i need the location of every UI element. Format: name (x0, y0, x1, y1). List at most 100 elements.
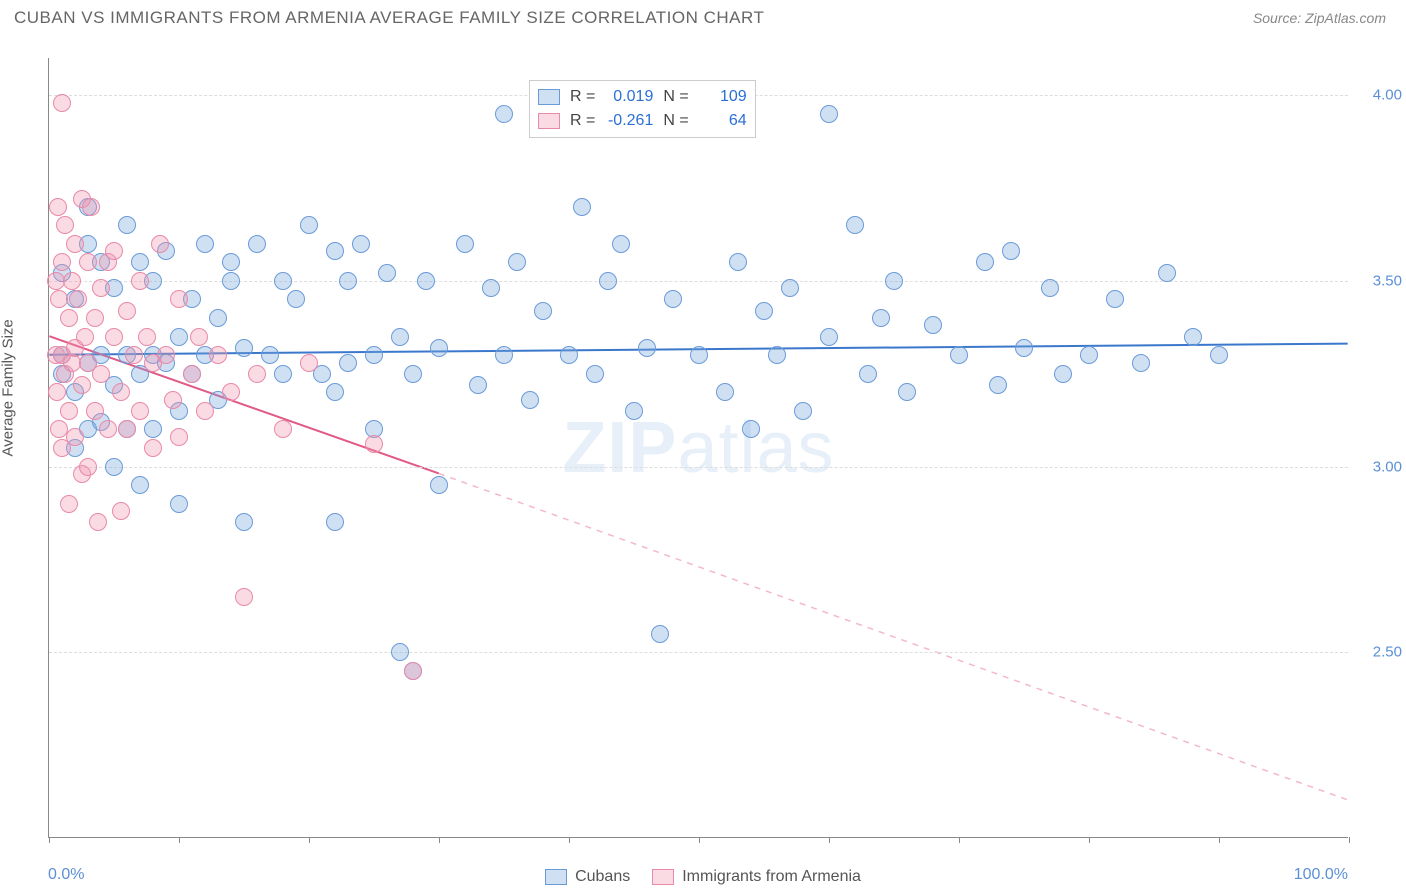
data-point (638, 339, 656, 357)
data-point (92, 279, 110, 297)
data-point (664, 290, 682, 308)
data-point (125, 346, 143, 364)
data-point (99, 420, 117, 438)
x-tick (179, 837, 180, 843)
data-point (151, 235, 169, 253)
data-point (924, 316, 942, 334)
legend-item-cubans: Cubans (545, 868, 630, 886)
data-point (170, 495, 188, 513)
data-point (47, 272, 65, 290)
data-point (196, 235, 214, 253)
data-point (872, 309, 890, 327)
data-point (391, 328, 409, 346)
data-point (56, 216, 74, 234)
data-point (209, 309, 227, 327)
n-label: N = (663, 88, 688, 106)
data-point (89, 513, 107, 531)
data-point (170, 328, 188, 346)
x-tick (829, 837, 830, 843)
data-point (482, 279, 500, 297)
data-point (144, 439, 162, 457)
data-point (82, 198, 100, 216)
n-value: 64 (699, 112, 747, 130)
stats-row: R =-0.261N =64 (538, 109, 747, 133)
data-point (274, 272, 292, 290)
data-point (118, 420, 136, 438)
data-point (105, 458, 123, 476)
data-point (690, 346, 708, 364)
data-point (86, 402, 104, 420)
data-point (222, 383, 240, 401)
stats-swatch (538, 113, 560, 129)
data-point (898, 383, 916, 401)
data-point (508, 253, 526, 271)
r-value: 0.019 (605, 88, 653, 106)
r-value: -0.261 (605, 112, 653, 130)
data-point (66, 428, 84, 446)
data-point (989, 376, 1007, 394)
data-point (352, 235, 370, 253)
data-point (131, 272, 149, 290)
data-point (950, 346, 968, 364)
data-point (456, 235, 474, 253)
stats-legend: R =0.019N =109R =-0.261N =64 (529, 80, 756, 138)
data-point (430, 476, 448, 494)
data-point (50, 290, 68, 308)
n-value: 109 (699, 88, 747, 106)
x-tick (49, 837, 50, 843)
data-point (1158, 264, 1176, 282)
x-tick (699, 837, 700, 843)
x-tick (1089, 837, 1090, 843)
x-tick (1219, 837, 1220, 843)
data-point (495, 346, 513, 364)
data-point (430, 339, 448, 357)
data-point (274, 365, 292, 383)
y-tick-label: 4.00 (1352, 87, 1402, 104)
data-point (768, 346, 786, 364)
data-point (339, 354, 357, 372)
legend-swatch-pink (652, 869, 674, 885)
data-point (1002, 242, 1020, 260)
data-point (131, 476, 149, 494)
data-point (365, 346, 383, 364)
data-point (66, 235, 84, 253)
data-point (144, 420, 162, 438)
data-point (469, 376, 487, 394)
data-point (794, 402, 812, 420)
data-point (742, 420, 760, 438)
data-point (404, 365, 422, 383)
data-point (261, 346, 279, 364)
y-tick-label: 3.50 (1352, 272, 1402, 289)
data-point (183, 365, 201, 383)
data-point (521, 391, 539, 409)
data-point (196, 402, 214, 420)
chart-container: Average Family Size ZIPatlas 2.503.003.5… (0, 38, 1406, 892)
data-point (170, 428, 188, 446)
bottom-legend: Cubans Immigrants from Armenia (0, 868, 1406, 886)
plot-area: ZIPatlas 2.503.003.504.00R =0.019N =109R… (48, 58, 1348, 838)
data-point (1184, 328, 1202, 346)
x-tick (309, 837, 310, 843)
data-point (404, 662, 422, 680)
data-point (391, 643, 409, 661)
y-axis-label: Average Family Size (0, 319, 17, 456)
data-point (573, 198, 591, 216)
data-point (339, 272, 357, 290)
data-point (63, 272, 81, 290)
legend-swatch-blue (545, 869, 567, 885)
data-point (112, 383, 130, 401)
data-point (53, 94, 71, 112)
data-point (846, 216, 864, 234)
data-point (76, 328, 94, 346)
data-point (48, 383, 66, 401)
data-point (1080, 346, 1098, 364)
data-point (105, 242, 123, 260)
data-point (190, 328, 208, 346)
chart-title: CUBAN VS IMMIGRANTS FROM ARMENIA AVERAGE… (14, 8, 764, 28)
data-point (1054, 365, 1072, 383)
data-point (235, 339, 253, 357)
data-point (1106, 290, 1124, 308)
data-point (92, 365, 110, 383)
data-point (235, 513, 253, 531)
data-point (612, 235, 630, 253)
